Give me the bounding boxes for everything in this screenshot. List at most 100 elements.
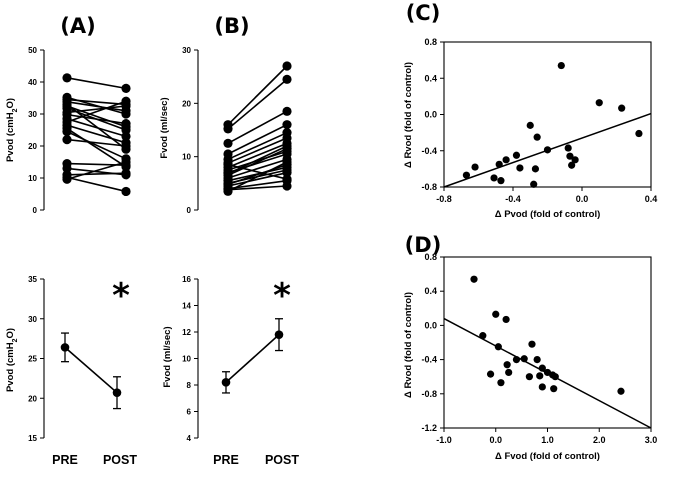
scatter-point [538,383,546,391]
paired-lines-b [223,61,292,196]
panel-label-d: (D) [405,233,442,257]
y-tick-label: 0 [187,206,192,215]
paired-line [227,123,288,155]
x-axis-label-c: Δ Pvod (fold of control) [495,209,601,220]
mean-line [225,334,280,383]
category-label-post: POST [103,453,137,467]
scatter-point [497,379,505,387]
ylabel-subscript: 2 [12,108,19,112]
scatter-point [538,364,546,372]
scatter-point [533,356,541,364]
scatter-point [531,165,540,173]
paired-line [227,171,288,187]
scatter-point [568,161,576,169]
paired-line [227,161,288,193]
scatter-point [505,368,513,377]
paired-line [66,105,127,114]
y-tick-label: 30 [182,46,191,55]
scatter-point [494,343,502,351]
x-tick-label: 0.0 [576,194,589,204]
y-tick-label: 10 [28,174,37,183]
mean-point [60,343,70,352]
ylabel-part: O) [5,328,16,339]
y-tick-label: 0.4 [424,73,437,83]
y-tick-label: 0 [33,206,38,215]
y-tick-label: 0.4 [424,286,437,296]
post-point [121,141,131,151]
panel-label-b: (B) [214,14,249,38]
paired-line [227,163,288,180]
y-tick-label: 25 [28,355,37,364]
paired-line [66,138,127,147]
scatter-point [595,99,603,107]
y-tick-label: 0.0 [424,320,437,330]
pre-point [62,135,72,145]
pre-point [223,124,233,134]
significance-star-a2: * [112,276,130,316]
mean-point [112,388,122,397]
y-tick-label: 40 [28,78,37,87]
x-tick-label: 0.4 [645,194,658,204]
scatter-point [492,310,500,318]
post-point [282,61,292,71]
mean-line [64,346,118,394]
scatter-point [557,61,565,70]
paired-line [66,124,127,144]
y-axis-label-b: Fvod (ml/sec) [159,97,170,158]
scatter-points-c [462,61,643,188]
y-tick-label: -0.8 [421,389,437,399]
scatter-point [543,146,552,154]
post-point [121,119,131,129]
paired-line [66,127,127,168]
paired-line [227,78,288,130]
x-tick-label: 2.0 [593,435,606,445]
scatter-point [512,356,521,364]
scatter-point [490,174,498,182]
scatter-point [617,387,625,395]
category-label-pre: PRE [213,453,239,467]
y-tick-label: 30 [28,110,37,119]
paired-line [227,131,288,161]
post-point [282,74,292,84]
y-tick-label: 0.0 [424,110,437,120]
scatter-point [502,156,510,164]
pre-point [223,160,233,170]
ylabel-subscript: 2 [12,338,19,342]
post-point [121,168,131,178]
paired-line [227,147,288,177]
mean-point [274,330,284,339]
scatter-point [520,355,528,363]
scatter-point [525,373,533,381]
y-tick-label: 0.8 [424,37,437,47]
y-tick-label: 10 [182,355,191,364]
scatter-point [462,171,471,179]
y-tick-label: 10 [182,153,191,162]
scatter-point [528,340,536,348]
x-tick-label: -0.4 [505,194,521,204]
pre-point [62,163,72,173]
x-tick-label: -0.8 [436,194,452,204]
category-label-pre: PRE [52,453,78,467]
y-tick-label: 15 [28,434,37,443]
panel-label-a: (A) [60,14,95,38]
paired-line [227,185,288,191]
y-tick-label: 50 [28,46,37,55]
ylabel-part: Pvod (cmH [5,342,16,392]
paired-line [66,130,127,160]
scatter-point [526,121,534,129]
x-tick-label: 1.0 [541,435,554,445]
paired-line [66,105,127,128]
paired-line [66,172,127,176]
paired-line [66,176,127,193]
post-point [282,174,292,184]
mean-point [221,378,231,387]
paired-line [227,158,288,179]
scatter-point [571,156,579,164]
scatter-point [564,144,572,152]
y-tick-label: 6 [187,408,192,417]
post-point [282,181,292,191]
paired-line [66,77,127,90]
post-point [121,83,131,93]
scatter-point [551,373,559,381]
